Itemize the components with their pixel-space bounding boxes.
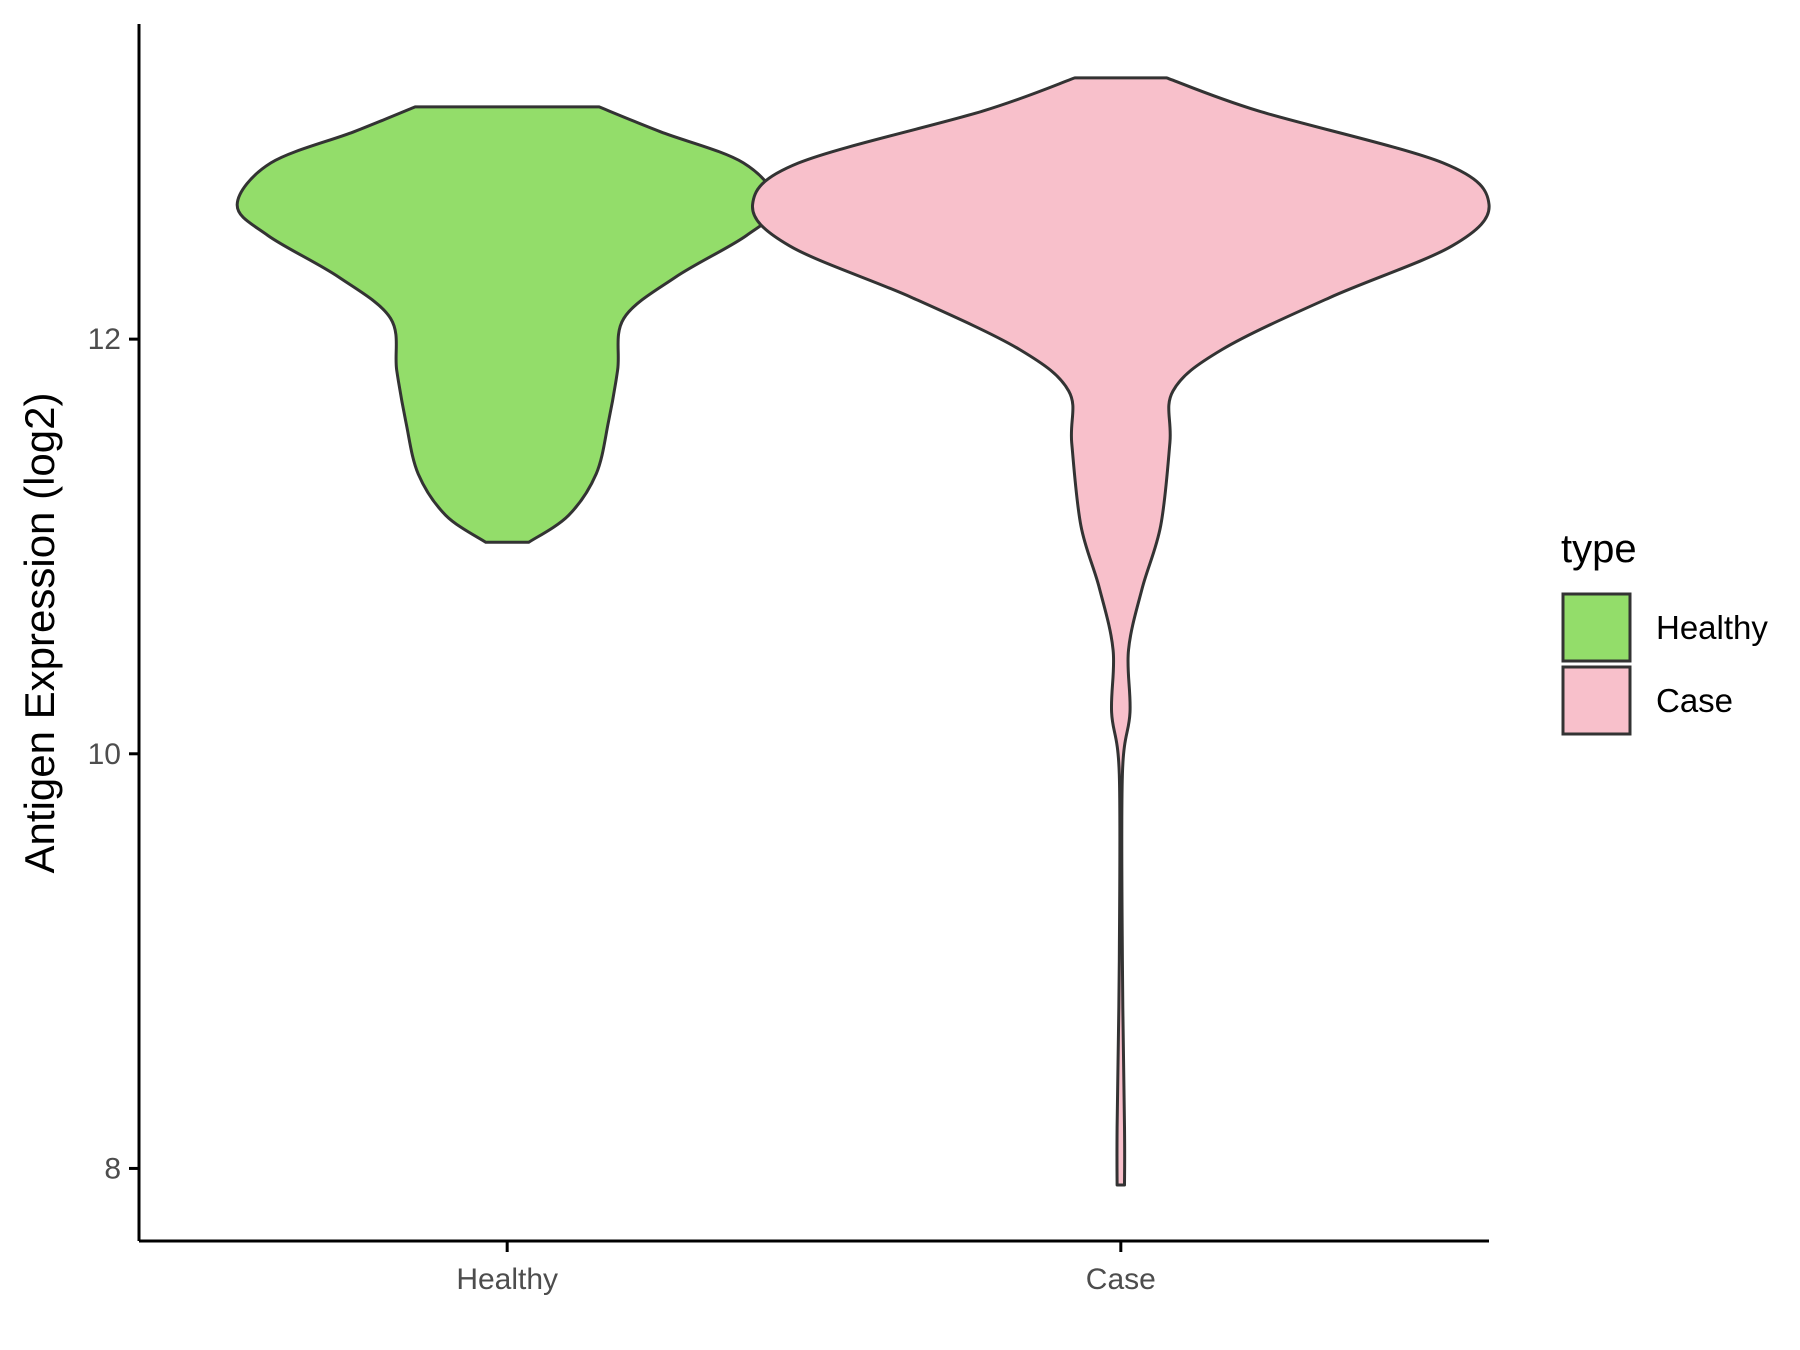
- x-tick-label: Case: [1086, 1263, 1156, 1296]
- legend: type Healthy Case: [1561, 527, 1768, 736]
- legend-key-healthy: [1561, 592, 1632, 663]
- violin-healthy: [235, 105, 779, 544]
- y-axis-title: Antigen Expression (log2): [16, 393, 63, 874]
- legend-label-case: Case: [1656, 682, 1733, 719]
- y-tick-label: 12: [88, 323, 121, 356]
- x-tick-label: Healthy: [456, 1263, 558, 1296]
- violin-layer: [235, 76, 1491, 1187]
- legend-key-case: [1561, 665, 1632, 736]
- axes: [137, 24, 1489, 1243]
- legend-title: type: [1561, 527, 1637, 571]
- y-ticks: 8 10 12: [88, 323, 139, 1185]
- y-tick-label: 8: [104, 1152, 121, 1185]
- violin-case: [751, 76, 1491, 1187]
- legend-label-healthy: Healthy: [1656, 609, 1768, 646]
- y-tick-label: 10: [88, 738, 121, 771]
- x-ticks: Healthy Case: [456, 1241, 1156, 1296]
